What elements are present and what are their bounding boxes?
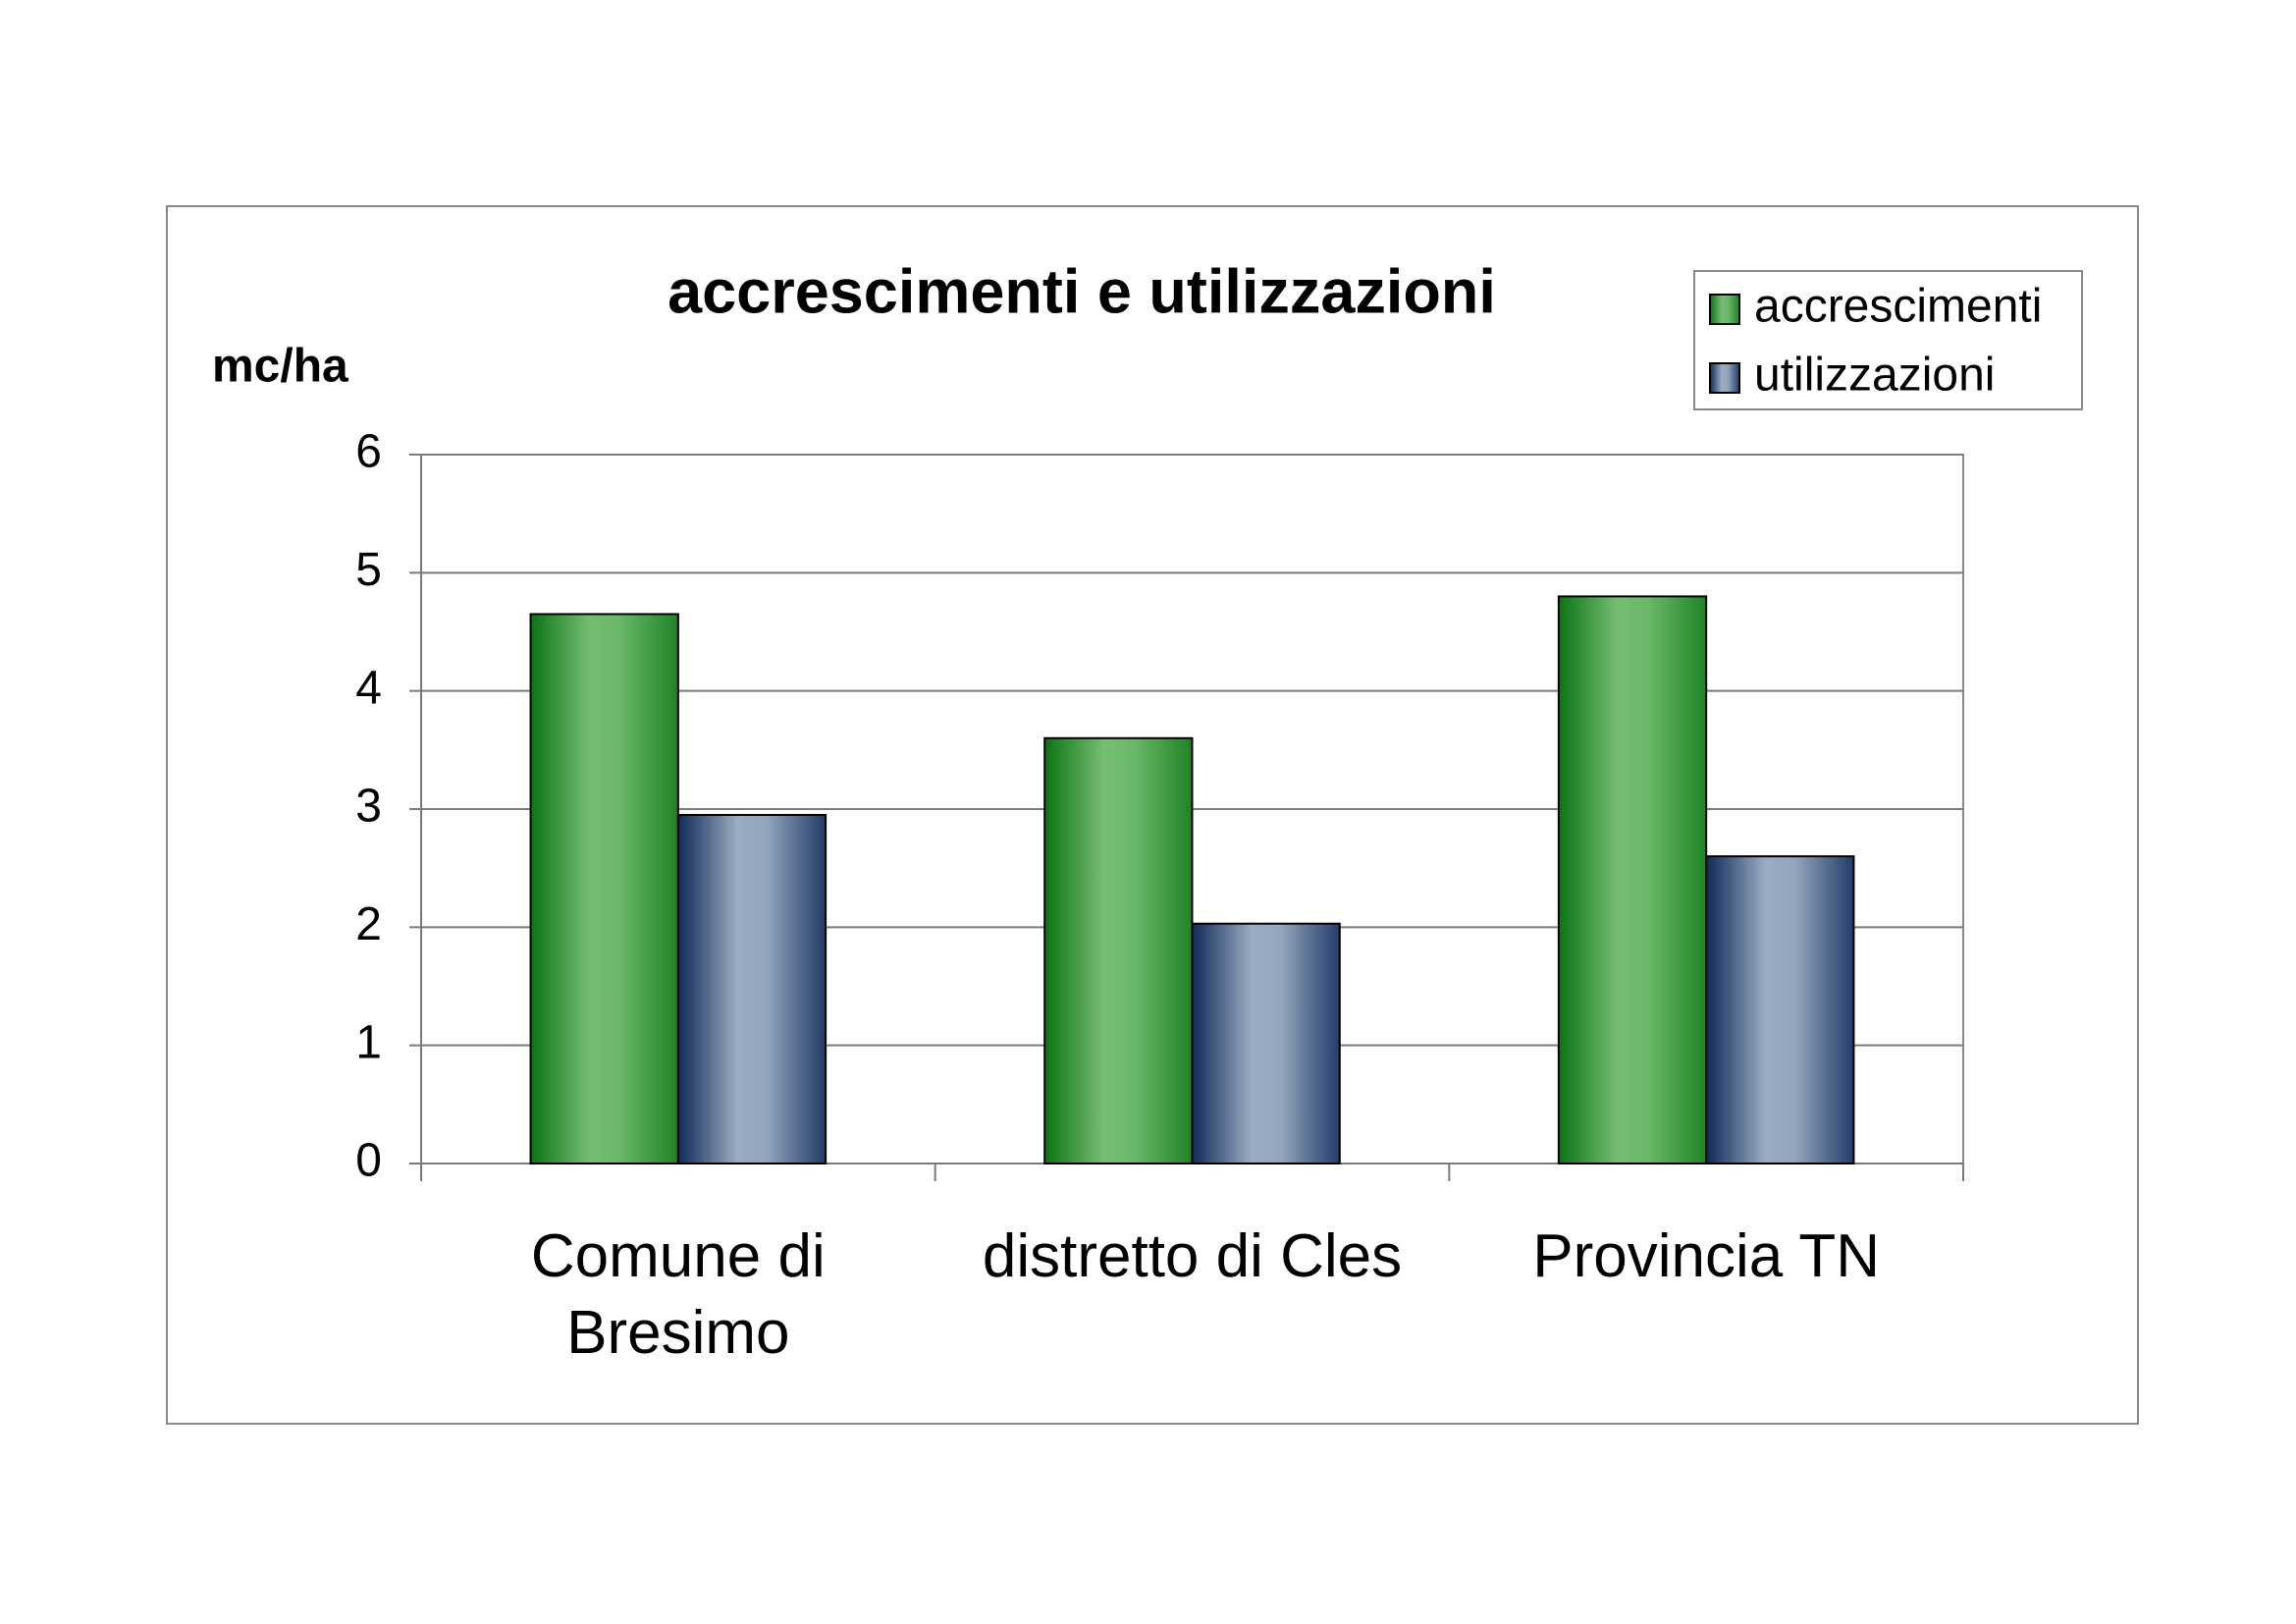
bar: [1191, 922, 1341, 1164]
y-tick-label: 0: [355, 1135, 382, 1187]
y-tick-label: 4: [355, 662, 382, 714]
y-tick-label: 2: [355, 898, 382, 950]
x-tick-label: Comune di Bresimo: [530, 1222, 826, 1367]
bar: [529, 613, 679, 1164]
bar: [1705, 855, 1855, 1165]
bar: [1557, 595, 1708, 1164]
x-tick-label: distretto di Cles: [982, 1222, 1403, 1290]
legend-swatch: [1709, 362, 1740, 394]
legend-swatch: [1709, 294, 1740, 325]
y-tick-label: 3: [355, 781, 382, 833]
y-tick-label: 5: [355, 544, 382, 596]
y-tick-label: 6: [355, 426, 382, 478]
legend-box: [1693, 270, 2083, 410]
bar: [676, 814, 828, 1164]
y-tick-label: 1: [355, 1016, 382, 1068]
chart-title: accrescimenti e utilizzazioni: [667, 258, 1496, 327]
legend-label: utilizzazioni: [1754, 350, 1995, 402]
bar: [1043, 736, 1194, 1164]
y-axis-label: mc/ha: [212, 341, 348, 393]
x-tick-label: Provincia TN: [1532, 1222, 1881, 1290]
legend-label: accrescimenti: [1754, 281, 2042, 333]
